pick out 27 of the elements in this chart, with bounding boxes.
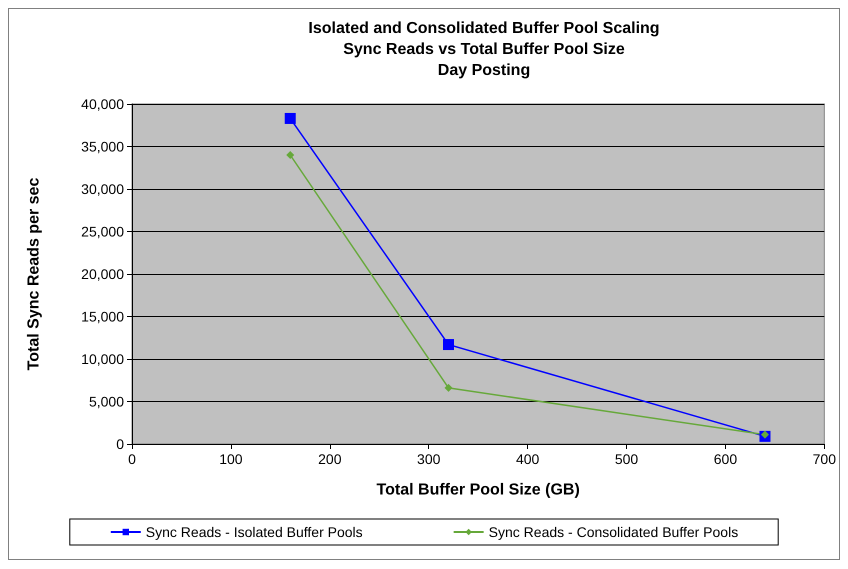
y-tick-label: 15,000	[81, 308, 124, 324]
x-axis-title: Total Buffer Pool Size (GB)	[376, 482, 580, 498]
x-tick-label: 600	[714, 451, 738, 467]
x-tick-label: 700	[812, 451, 836, 467]
point	[760, 430, 769, 439]
legend-label: Sync Reads - Consolidated Buffer Pools	[488, 524, 738, 540]
y-tick-label: 30,000	[81, 181, 124, 197]
y-tick-label: 10,000	[81, 351, 124, 367]
point	[442, 339, 454, 350]
y-tick-label: 20,000	[81, 266, 124, 282]
y-tick-label: 35,000	[81, 138, 124, 154]
y-tick-label: 40,000	[81, 96, 124, 112]
x-tick-label: 500	[614, 451, 638, 467]
y-tick-label: 0	[116, 436, 124, 452]
x-tick-label: 400	[516, 451, 540, 467]
y-tick-label: 5,000	[88, 394, 124, 410]
legend-label: Sync Reads - Isolated Buffer Pools	[146, 524, 363, 540]
point	[444, 384, 452, 392]
x-tick-label: 0	[128, 451, 136, 467]
x-tick-label: 300	[417, 451, 441, 467]
x-tick-label: 100	[219, 451, 243, 467]
x-tick-label: 200	[318, 451, 342, 467]
point	[286, 151, 294, 159]
point	[284, 112, 296, 124]
y-axis-title: Total Sync Reads per sec	[26, 178, 42, 370]
y-tick-label: 25,000	[81, 224, 124, 240]
chart-title: Isolated and Consolidated Buffer Pool Scaling Sync Reads vs Total Buffer Pool Size Day Posting	[308, 20, 660, 79]
